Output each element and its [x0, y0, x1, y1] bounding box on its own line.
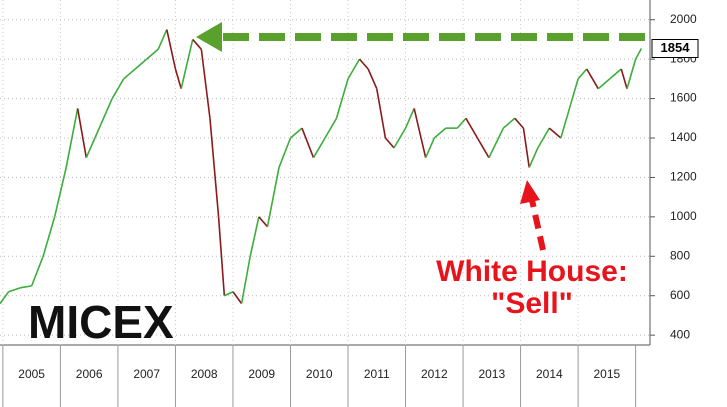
price-segment [560, 108, 571, 139]
price-segment [76, 108, 88, 158]
price-segment [312, 137, 326, 159]
last-value-box [651, 38, 699, 58]
y-tick-label: 1200 [670, 170, 697, 184]
price-segment [0, 291, 10, 305]
price-segment [123, 68, 136, 80]
y-tick-label: 1400 [670, 130, 697, 144]
price-segment [384, 137, 395, 149]
price-segment [146, 48, 159, 60]
price-segment [502, 117, 516, 129]
price-segment [577, 68, 588, 80]
price-segment [85, 137, 96, 159]
price-segment [528, 147, 539, 168]
price-segment [597, 78, 611, 90]
price-segment [358, 58, 369, 70]
plot [0, 0, 650, 345]
x-tick-label: 2009 [248, 367, 275, 381]
x-tick-label: 2007 [133, 367, 160, 381]
price-segment [335, 78, 349, 119]
price-segment [111, 78, 125, 99]
callout-line: White House: [436, 255, 628, 288]
price-segment [424, 137, 436, 159]
price-segment [456, 117, 467, 129]
x-tick-label: 2012 [421, 367, 448, 381]
price-segment [404, 108, 415, 129]
price-segment [42, 216, 56, 257]
price-segment [568, 78, 579, 109]
price-segment [433, 127, 447, 139]
price-segment [609, 68, 622, 80]
green-arrow-head [196, 22, 222, 52]
price-segment [586, 68, 599, 90]
price-segment [465, 117, 479, 139]
price-segment [375, 88, 387, 139]
price-segment [301, 127, 315, 159]
price-segment [393, 127, 407, 149]
y-tick-label: 1600 [670, 91, 697, 105]
price-segment [94, 98, 113, 139]
price-segment [514, 117, 525, 129]
index-name: MICEX [28, 296, 174, 348]
price-segment [180, 39, 194, 89]
x-tick-label: 2013 [478, 367, 505, 381]
price-segment [224, 291, 234, 297]
price-segment [65, 108, 79, 168]
price-segment [476, 137, 490, 159]
price-segment [289, 127, 303, 139]
price-segment [537, 127, 551, 149]
price-segment [240, 256, 252, 304]
price-segment [157, 29, 168, 50]
price-segment [200, 49, 211, 119]
price-segment [232, 291, 243, 305]
price-segment [53, 167, 67, 218]
y-tick-label: 1000 [670, 209, 697, 223]
price-segment [134, 58, 148, 70]
price-segment [347, 58, 361, 80]
price-segment [192, 38, 202, 50]
price-segment [258, 216, 269, 228]
price-segment [8, 287, 21, 293]
price-segment [634, 48, 643, 60]
price-segment [548, 127, 562, 139]
y-tick-label: 2000 [670, 12, 697, 26]
y-tick-label: 800 [670, 248, 690, 262]
price-segment [620, 68, 628, 89]
price-segment [166, 29, 177, 70]
y-tick-label: 600 [670, 288, 690, 302]
x-tick-label: 2010 [306, 367, 333, 381]
callout-line: "Sell" [491, 287, 573, 320]
x-tick-label: 2005 [18, 367, 45, 381]
x-tick-label: 2015 [594, 367, 621, 381]
price-segment [19, 285, 32, 289]
price-segment [249, 216, 260, 257]
price-segment [174, 68, 182, 89]
price-segment [209, 118, 220, 217]
price-segment [217, 216, 226, 296]
price-segment [522, 128, 530, 168]
price-segment [278, 137, 292, 168]
x-tick-label: 2008 [191, 367, 218, 381]
last-value-label: 1854 [661, 40, 691, 55]
red-arrow-head [520, 180, 540, 204]
price-segment [266, 167, 280, 227]
price-segment [488, 127, 505, 159]
x-tick-label: 2014 [536, 367, 563, 381]
price-segment [626, 58, 637, 89]
red-arrow-shaft [529, 199, 546, 251]
y-tick-label: 400 [670, 327, 690, 341]
x-tick-label: 2006 [76, 367, 103, 381]
price-segment [324, 117, 338, 139]
price-segment [413, 108, 427, 158]
price-segment [367, 68, 378, 90]
x-tick-label: 2011 [364, 367, 390, 381]
price-segment [30, 255, 44, 287]
